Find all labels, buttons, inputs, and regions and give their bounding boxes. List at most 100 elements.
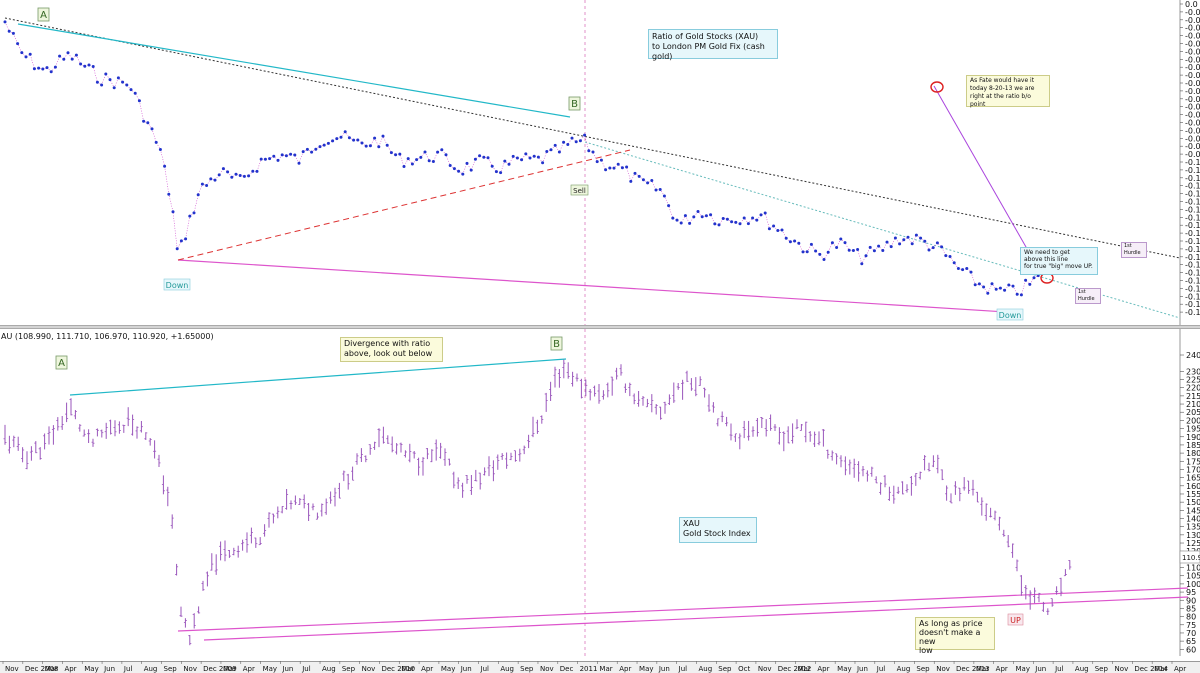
ratio-point xyxy=(545,150,549,153)
ratio-point xyxy=(104,72,108,76)
xau-label: XAU Gold Stock Index xyxy=(679,517,757,543)
ratio-point xyxy=(646,181,650,185)
x-tick-label: Aug xyxy=(322,665,336,673)
x-tick-label: Mar xyxy=(223,665,236,673)
ratio-point xyxy=(1011,284,1015,288)
ratio-point xyxy=(923,239,927,243)
ratio-point xyxy=(935,241,939,245)
x-tick-label: Jun xyxy=(1034,665,1046,673)
x-tick-label: Aug xyxy=(897,665,911,673)
ratio-point xyxy=(914,233,918,237)
ratio-point xyxy=(32,67,36,71)
x-tick-label: Apr xyxy=(996,665,1008,673)
ratio-point xyxy=(633,171,637,175)
ratio-point xyxy=(137,99,141,103)
xau-bars-series xyxy=(3,359,1072,646)
ratio-point xyxy=(1024,278,1028,282)
x-tick-label: May xyxy=(1015,665,1029,673)
ratio-point xyxy=(751,216,755,220)
ratio-point xyxy=(562,140,566,144)
ratio-point xyxy=(520,158,524,162)
ratio-point xyxy=(452,167,456,171)
ratio-point xyxy=(373,136,377,140)
x-tick-label: Nov xyxy=(1115,665,1129,673)
ratio-point xyxy=(591,150,595,154)
ratio-y-tick: -0.1 xyxy=(1185,166,1200,175)
ratio-point xyxy=(83,64,87,68)
ratio-y-tick: 0.0 xyxy=(1185,0,1198,9)
point-label-B-bottom: B xyxy=(550,336,563,351)
ratio-point xyxy=(310,150,314,154)
ratio-point xyxy=(142,119,146,123)
ratio-y-tick: -0.0 xyxy=(1185,55,1200,64)
xau-y-tick: 160 xyxy=(1186,482,1200,491)
ratio-y-axis: 0.0-0.0-0.0-0.0-0.0-0.0-0.0-0.0-0.0-0.0-… xyxy=(1180,0,1200,317)
ratio-point xyxy=(809,242,813,246)
ratio-point xyxy=(499,171,503,175)
red-circle-marker xyxy=(930,81,944,93)
ratio-point xyxy=(356,138,360,142)
ratio-point xyxy=(835,246,839,249)
ratio-point xyxy=(885,240,889,244)
ratio-point xyxy=(238,174,242,177)
ratio-point xyxy=(688,221,692,225)
ratio-y-tick: -0.1 xyxy=(1185,182,1200,191)
ratio-point xyxy=(784,236,788,240)
x-tick-label: Jul xyxy=(480,665,490,673)
x-tick-label: Sep xyxy=(916,665,930,673)
ratio-point xyxy=(360,141,364,145)
ratio-point xyxy=(717,223,721,227)
ratio-point xyxy=(830,241,834,245)
ratio-y-tick: -0.0 xyxy=(1185,126,1200,135)
ratio-point xyxy=(805,250,809,254)
ratio-y-tick: -0.1 xyxy=(1185,245,1200,254)
xau-y-tick: 210 xyxy=(1186,400,1200,409)
ratio-point xyxy=(184,237,188,241)
xau-panel: 2402302252202152102052001951901851801751… xyxy=(0,329,1200,656)
x-tick-label: May xyxy=(84,665,98,673)
xau-y-tick: 205 xyxy=(1186,408,1200,417)
ratio-point xyxy=(977,282,981,286)
ratio-point xyxy=(272,154,276,158)
ratio-point xyxy=(381,134,385,138)
ratio-point xyxy=(570,136,574,140)
ratio-y-tick: -0.1 xyxy=(1185,269,1200,278)
svg-text:UP: UP xyxy=(1010,616,1021,625)
ratio-point xyxy=(608,166,612,170)
xau-y-tick: 155 xyxy=(1186,490,1200,499)
ratio-point xyxy=(482,155,486,159)
ratio-y-tick: -0.0 xyxy=(1185,24,1200,33)
ratio-point xyxy=(398,152,402,156)
xau-y-tick: 95 xyxy=(1186,588,1196,597)
ratio-point xyxy=(322,143,326,147)
ratio-point xyxy=(469,168,473,172)
xau-y-tick: 200 xyxy=(1186,416,1200,425)
panel-separator[interactable] xyxy=(0,325,1200,329)
svg-text:Sell: Sell xyxy=(573,187,586,195)
ratio-y-tick: -0.0 xyxy=(1185,142,1200,151)
ratio-point xyxy=(877,244,881,248)
xau-y-tick: 195 xyxy=(1186,425,1200,434)
ratio-y-tick: -0.0 xyxy=(1185,71,1200,80)
ratio-point xyxy=(11,31,15,35)
ratio-point xyxy=(154,140,158,144)
ratio-point xyxy=(793,239,797,243)
ratio-point xyxy=(994,287,998,291)
ratio-title-box: Ratio of Gold Stocks (XAU) to London PM … xyxy=(648,29,778,61)
x-tick-label: Dec xyxy=(560,665,574,673)
xau-header-text: AU (108.990, 111.710, 106.970, 110.920, … xyxy=(0,330,265,341)
ratio-point xyxy=(776,229,780,232)
ratio-point xyxy=(772,224,776,228)
ratio-point xyxy=(91,65,95,68)
svg-text:AU (108.990, 111.710, 106.970,: AU (108.990, 111.710, 106.970, 110.920, … xyxy=(1,332,214,341)
ratio-point xyxy=(721,217,725,220)
ratio-point xyxy=(280,153,284,157)
ratio-point xyxy=(343,130,347,134)
x-tick-label: Dec 2014 xyxy=(1134,665,1168,673)
ratio-point xyxy=(28,52,32,56)
ratio-series xyxy=(3,20,1040,297)
x-tick-label: Aug xyxy=(1075,665,1089,673)
svg-text:110.92: 110.92 xyxy=(1182,554,1200,562)
ratio-point xyxy=(255,169,259,173)
x-tick-label: Dec 2008 xyxy=(25,665,59,673)
